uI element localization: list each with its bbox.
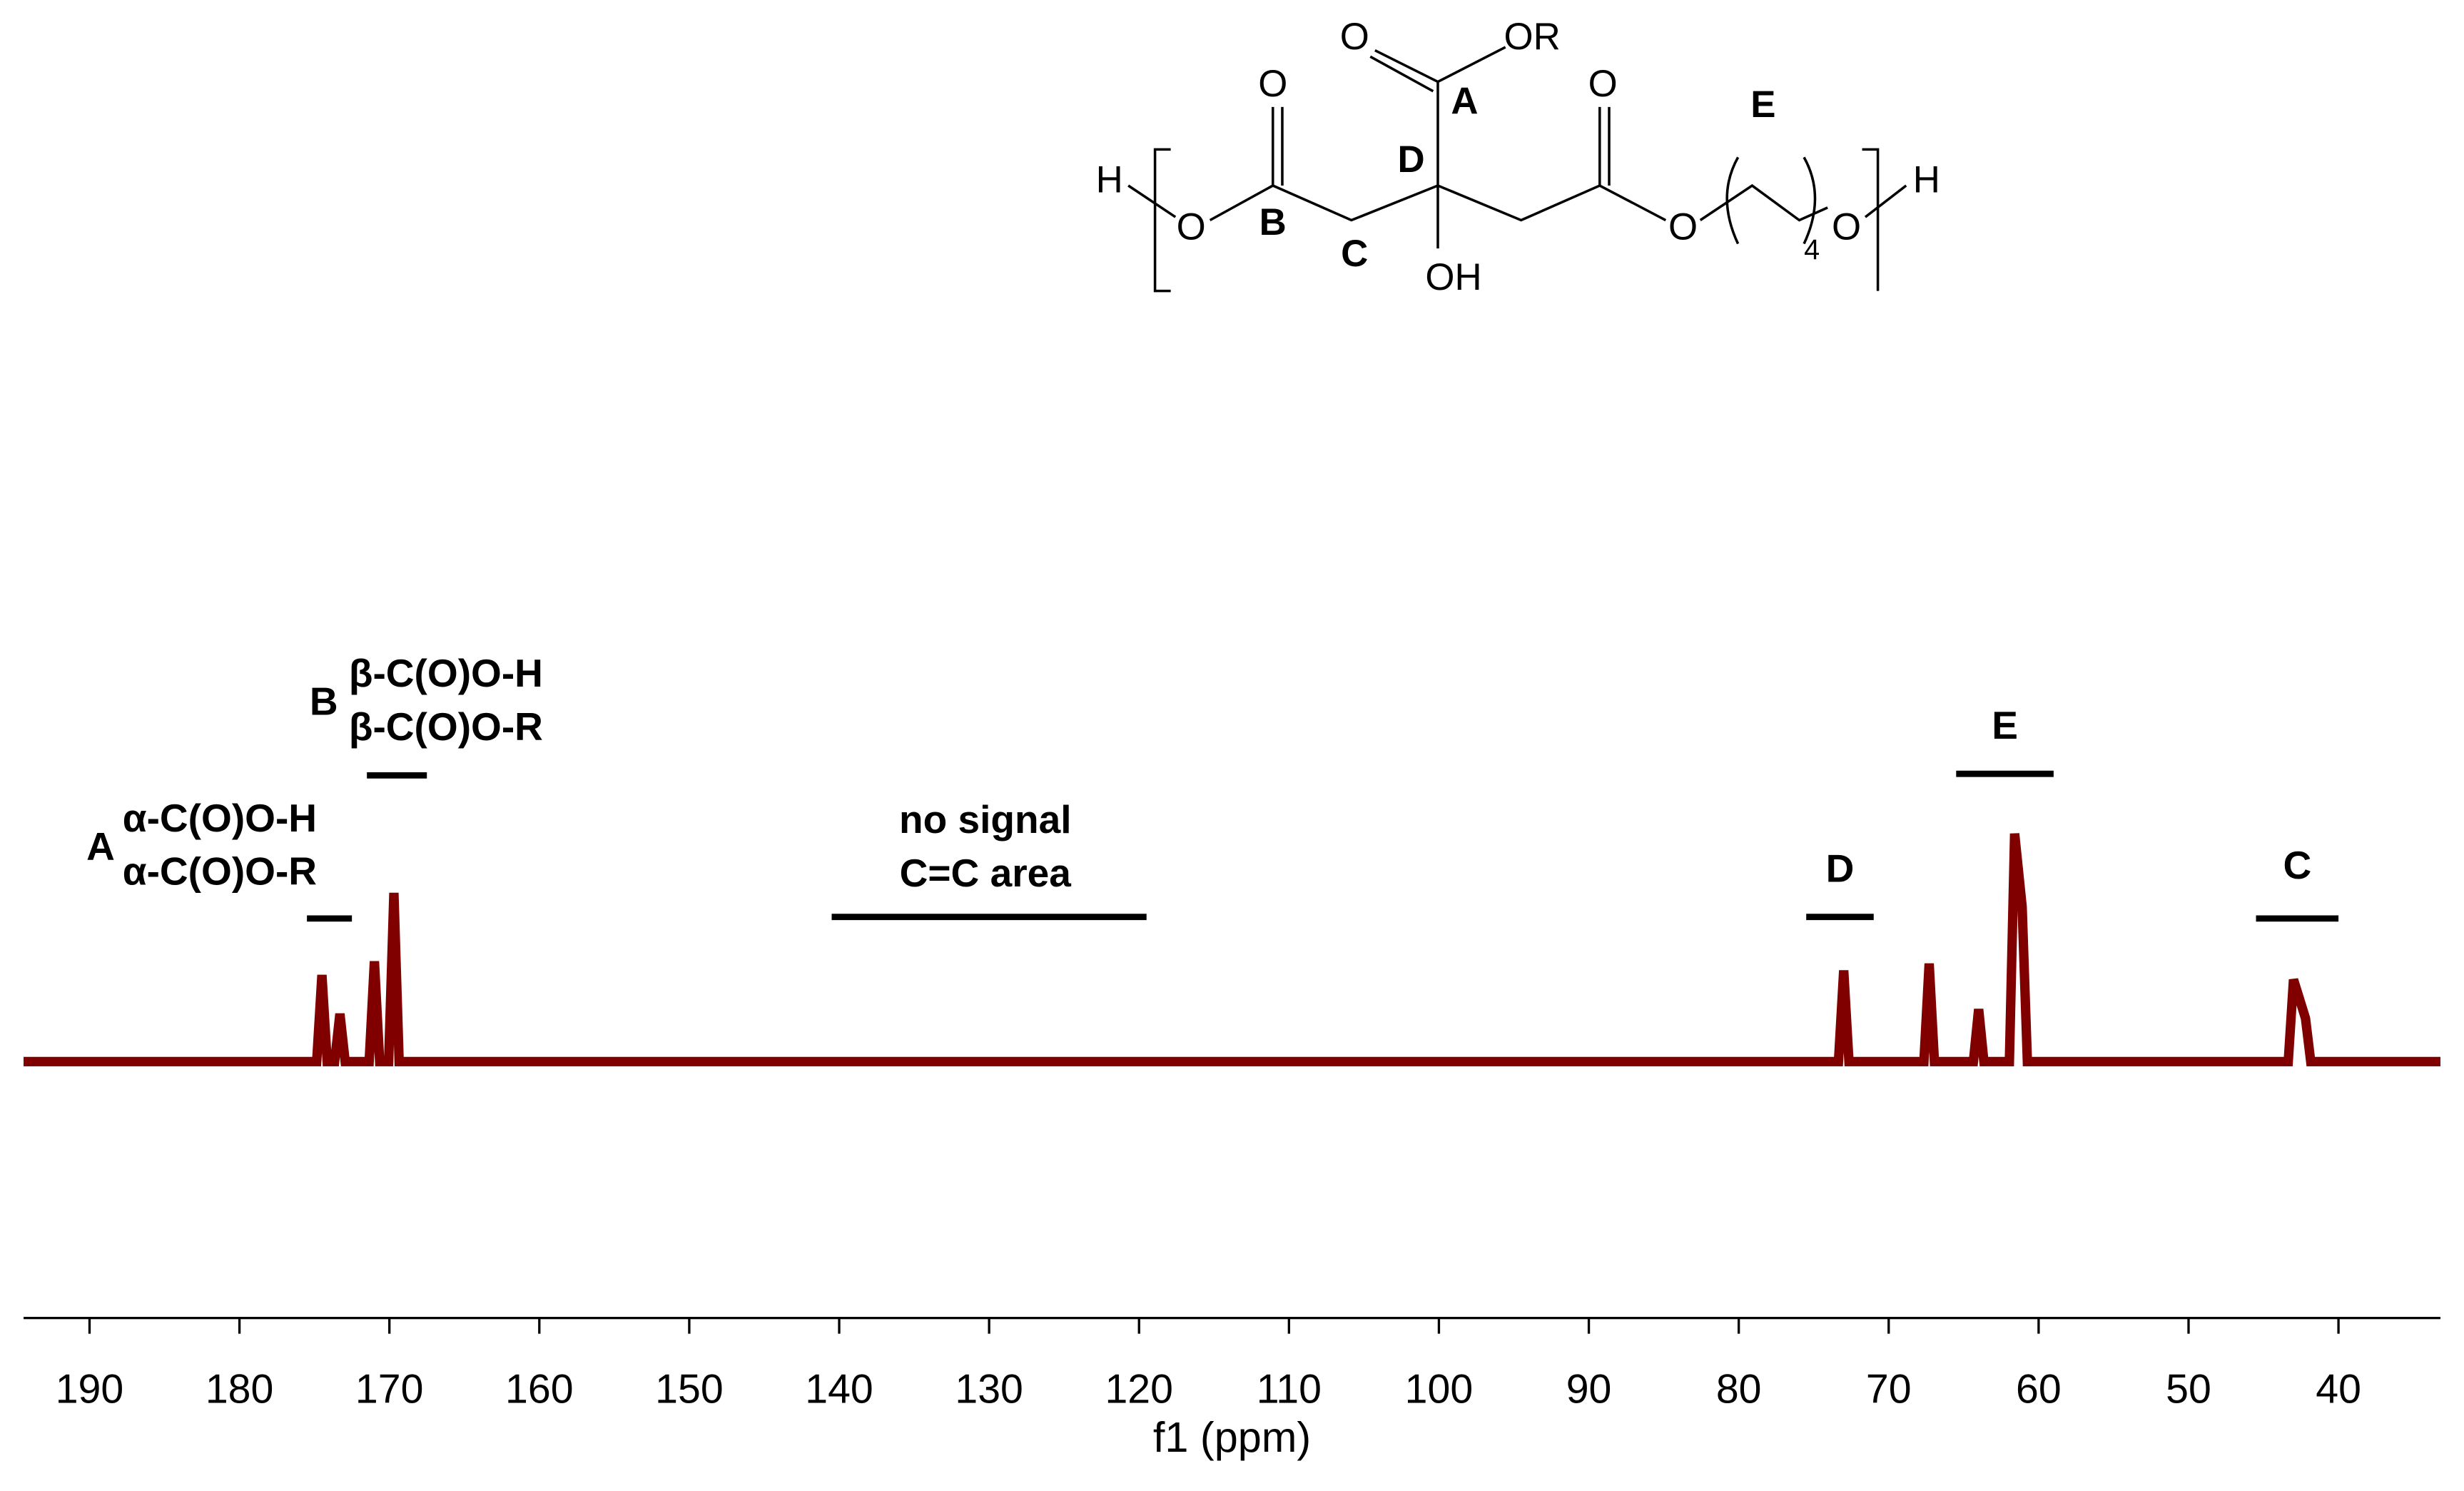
carbon-label: A (1451, 80, 1478, 122)
annotation-text: C=C area (900, 851, 1072, 895)
atom-label: O (1668, 206, 1698, 248)
x-tick-label: 50 (2166, 1366, 2211, 1412)
x-tick-label: 160 (505, 1366, 574, 1412)
annotation-text: β-C(O)O-H (349, 651, 543, 695)
atom-label: O (1588, 63, 1618, 105)
x-tick-label: 110 (1257, 1366, 1322, 1412)
brackets (1153, 148, 1880, 293)
x-tick-label: 70 (1866, 1366, 1912, 1412)
annotation-text: α-C(O)O-R (123, 849, 317, 894)
atom-label: H (1913, 159, 1940, 201)
spectrum-line (24, 833, 2440, 1067)
atom-label: OH (1425, 256, 1481, 298)
x-tick-label: 130 (955, 1366, 1023, 1412)
x-tick-label: 140 (805, 1366, 873, 1412)
x-tick-label: 190 (56, 1366, 124, 1412)
atom-label: O (1177, 206, 1206, 248)
annotation-letter: C (2283, 843, 2311, 887)
carbon-label: E (1750, 84, 1775, 126)
structure: O OR A O O E H O B D C OH O 4 O H (1096, 16, 1940, 298)
atom-label: O (1340, 16, 1369, 58)
bonds (1127, 46, 1907, 249)
annotation-letter: E (1992, 703, 2018, 747)
subscript: 4 (1804, 234, 1820, 266)
annotation-text: β-C(O)O-R (349, 704, 543, 749)
x-tick-label: 90 (1566, 1366, 1612, 1412)
annotation-letter: D (1826, 846, 1855, 890)
x-tick-label: 40 (2316, 1366, 2361, 1412)
atom-label: O (1832, 206, 1861, 248)
annotation-text: α-C(O)O-H (123, 796, 317, 840)
x-tick-label: 120 (1105, 1366, 1173, 1412)
annotation-text: no signal (899, 797, 1072, 841)
x-tick-label: 80 (1716, 1366, 1762, 1412)
carbon-label: B (1259, 201, 1287, 243)
annotation-letter: A (86, 824, 115, 868)
x-tick-label: 150 (655, 1366, 724, 1412)
x-tick-label: 100 (1405, 1366, 1474, 1412)
x-tick-label: 60 (2016, 1366, 2062, 1412)
atom-label: H (1096, 159, 1123, 201)
carbon-label: D (1397, 138, 1424, 181)
annotation-letter: B (310, 679, 338, 724)
atom-label: OR (1504, 16, 1560, 58)
atom-label: O (1258, 63, 1287, 105)
x-tick-label: 180 (206, 1366, 274, 1412)
x-tick-label: 170 (355, 1366, 424, 1412)
carbon-label: C (1341, 233, 1368, 275)
x-axis-label: f1 (ppm) (1153, 1413, 1311, 1461)
